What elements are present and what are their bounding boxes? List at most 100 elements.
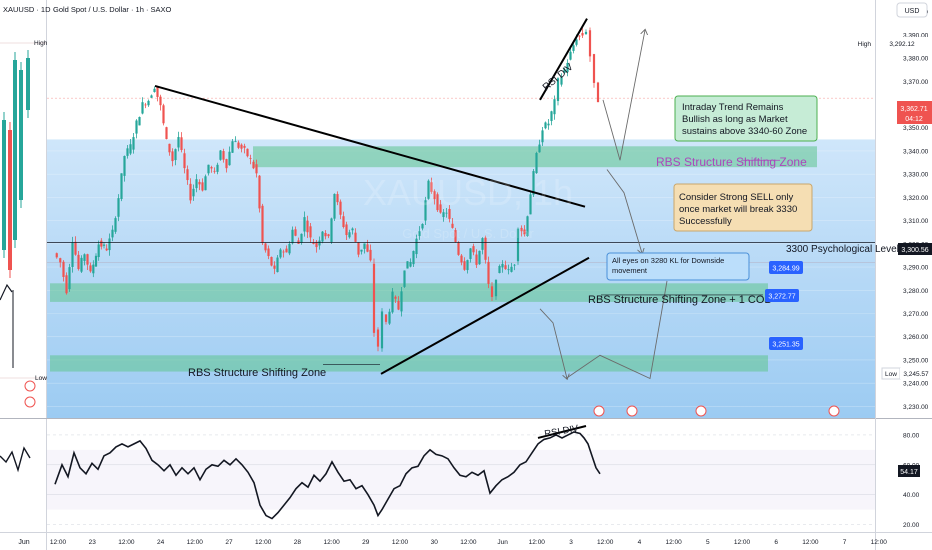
candle-body[interactable] — [303, 217, 306, 232]
candle-body[interactable] — [400, 291, 403, 312]
candle-body[interactable] — [412, 250, 415, 265]
candle-body[interactable] — [114, 218, 117, 232]
time-axis[interactable]: 12:00 23 12:00 24 12:00 27 12:00 28 12:00 29 12:00… — [50, 539, 887, 546]
candle-body[interactable] — [397, 300, 400, 310]
candle-body[interactable] — [544, 122, 547, 129]
candle-body[interactable] — [150, 95, 153, 98]
candle-body[interactable] — [156, 86, 159, 97]
candle-body[interactable] — [111, 229, 114, 238]
candle-body[interactable] — [62, 261, 65, 277]
candle-body[interactable] — [291, 229, 294, 244]
candle-body[interactable] — [80, 257, 83, 272]
candle-body[interactable] — [363, 243, 366, 249]
candle-body[interactable] — [312, 242, 315, 244]
eyes-note-box[interactable]: All eyes on 3280 KL for Downside movemen… — [606, 252, 750, 281]
candle-body[interactable] — [97, 244, 100, 258]
candle-body[interactable] — [418, 231, 421, 237]
rsi-pane[interactable] — [0, 431, 875, 525]
candle-body[interactable] — [92, 264, 95, 274]
candle-body[interactable] — [249, 158, 252, 159]
us-flag-event-icon[interactable] — [695, 405, 707, 417]
candle-body[interactable] — [59, 258, 62, 263]
candle-body[interactable] — [138, 117, 141, 126]
candle-body[interactable] — [445, 212, 448, 214]
candle-body[interactable] — [584, 31, 588, 34]
candle-body[interactable] — [566, 62, 569, 73]
candle-body[interactable] — [55, 253, 58, 258]
candle-body[interactable] — [348, 232, 351, 238]
candle-body[interactable] — [372, 263, 376, 333]
candle-body[interactable] — [384, 314, 388, 322]
candle-body[interactable] — [472, 246, 475, 253]
candle-body[interactable] — [442, 212, 445, 218]
candle-body[interactable] — [102, 244, 106, 246]
candle-body[interactable] — [77, 254, 80, 270]
candle-body[interactable] — [547, 123, 550, 126]
projection-arrow[interactable] — [539, 308, 567, 379]
candle-body[interactable] — [228, 151, 231, 166]
candle-body[interactable] — [487, 261, 490, 284]
candle-body[interactable] — [261, 205, 264, 244]
candle-body[interactable] — [255, 164, 258, 174]
candle-body[interactable] — [345, 224, 348, 236]
candle-body[interactable] — [439, 204, 442, 213]
candle-body[interactable] — [556, 78, 560, 101]
candle-body[interactable] — [264, 243, 267, 251]
candle-body[interactable] — [168, 143, 171, 153]
candle-body[interactable] — [596, 82, 600, 103]
candle-body[interactable] — [201, 182, 204, 191]
candle-body[interactable] — [189, 183, 192, 201]
candle-body[interactable] — [276, 257, 279, 273]
candle-body[interactable] — [369, 249, 372, 261]
candle-body[interactable] — [504, 265, 507, 270]
candle-body[interactable] — [219, 150, 222, 160]
price-tag-3[interactable]: 3,251.35 — [769, 337, 803, 350]
candle-body[interactable] — [498, 266, 501, 274]
candle-body[interactable] — [234, 141, 237, 143]
candle-body[interactable] — [360, 249, 363, 252]
projection-arrow[interactable] — [602, 30, 645, 161]
candle-body[interactable] — [279, 249, 282, 258]
candle-body[interactable] — [469, 248, 472, 259]
candle-body[interactable] — [258, 175, 261, 209]
candle-body[interactable] — [538, 144, 541, 153]
candle-body[interactable] — [339, 201, 342, 215]
projection-arrow[interactable] — [606, 169, 642, 254]
drawings[interactable] — [47, 18, 875, 439]
candle-body[interactable] — [494, 279, 498, 297]
candle-body[interactable] — [177, 137, 180, 148]
candle-body[interactable] — [246, 148, 249, 157]
candle-body[interactable] — [424, 200, 427, 221]
candle-body[interactable] — [321, 231, 324, 242]
candle-body[interactable] — [68, 267, 71, 290]
candle-body[interactable] — [560, 76, 563, 85]
candle-body[interactable] — [210, 167, 213, 169]
candle-body[interactable] — [563, 69, 566, 73]
candle-body[interactable] — [569, 51, 572, 60]
candle-body[interactable] — [282, 251, 285, 253]
candle-body[interactable] — [532, 171, 535, 195]
candle-body[interactable] — [327, 234, 330, 237]
rsi-div-price-line[interactable] — [539, 18, 588, 101]
candle-body[interactable] — [578, 35, 581, 37]
candle-body[interactable] — [342, 216, 345, 227]
candle-body[interactable] — [83, 254, 86, 261]
candle-body[interactable] — [306, 220, 309, 233]
candle-body[interactable] — [513, 264, 516, 266]
left-flash-event-icon[interactable] — [24, 380, 36, 392]
candle-body[interactable] — [117, 198, 120, 217]
candle-body[interactable] — [572, 45, 575, 51]
candle-body[interactable] — [144, 104, 147, 106]
candle-body[interactable] — [460, 255, 463, 263]
candle-body[interactable] — [478, 250, 481, 265]
candle-body[interactable] — [100, 240, 103, 247]
candle-body[interactable] — [141, 102, 144, 114]
candle-body[interactable] — [427, 180, 430, 199]
candle-body[interactable] — [174, 149, 177, 161]
rsi-line[interactable] — [54, 431, 601, 520]
candle-body[interactable] — [526, 216, 529, 236]
candle-body[interactable] — [318, 240, 321, 246]
candle-body[interactable] — [86, 254, 89, 265]
candle-body[interactable] — [409, 261, 412, 267]
candle-body[interactable] — [89, 265, 92, 272]
